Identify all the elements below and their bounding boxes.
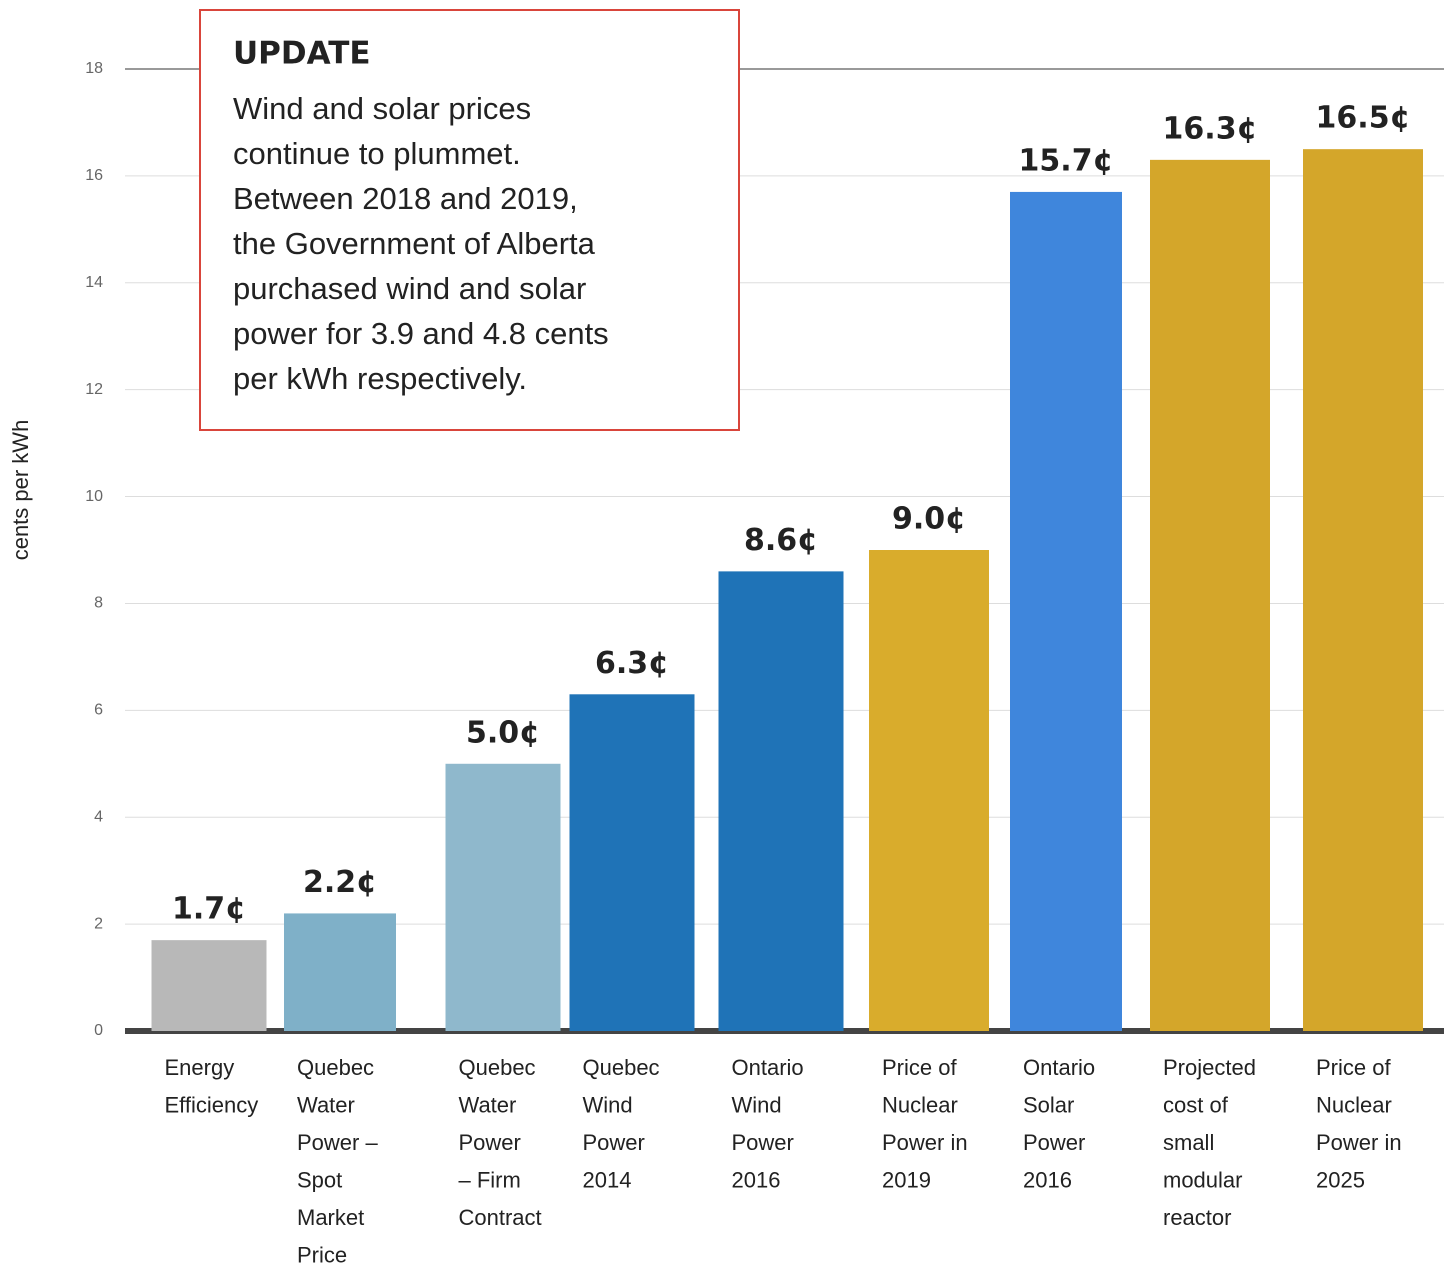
x-tick-label: Contract — [459, 1205, 542, 1230]
x-tick-label: Nuclear — [1316, 1092, 1392, 1117]
x-tick-label: Market — [297, 1205, 364, 1230]
bar — [569, 694, 695, 1031]
y-tick-label: 10 — [85, 488, 103, 505]
x-tick-label: 2016 — [732, 1167, 781, 1192]
y-tick-label: 8 — [94, 595, 103, 612]
x-tick-label: Price of — [882, 1055, 957, 1080]
value-label: 2.2¢ — [303, 865, 377, 900]
x-tick-label: Power in — [882, 1130, 968, 1155]
x-tick-label: Wind — [583, 1092, 633, 1117]
annotation-box — [199, 9, 740, 431]
bar — [1303, 149, 1423, 1031]
bar — [445, 763, 561, 1031]
x-tick-label: Quebec — [459, 1055, 536, 1080]
x-tick-label: Water — [459, 1092, 517, 1117]
annotation-text: the Government of Alberta — [233, 226, 596, 261]
value-label: 9.0¢ — [892, 502, 966, 537]
x-tick-label: small — [1163, 1130, 1214, 1155]
bar — [1150, 159, 1270, 1031]
value-label: 15.7¢ — [1019, 143, 1114, 178]
annotation-text: power for 3.9 and 4.8 cents — [233, 316, 609, 351]
x-tick-label: Projected — [1163, 1055, 1256, 1080]
x-tick-label: Solar — [1023, 1092, 1074, 1117]
x-tick-label: Water — [297, 1092, 355, 1117]
value-label: 1.7¢ — [172, 892, 246, 927]
x-tick-label: Ontario — [732, 1055, 804, 1080]
value-label: 8.6¢ — [744, 523, 818, 558]
y-tick-label: 14 — [85, 274, 103, 291]
x-tick-label: 2019 — [882, 1167, 931, 1192]
x-tick-label: Power — [1023, 1130, 1085, 1155]
y-tick-label: 4 — [94, 808, 103, 825]
annotation-text: Between 2018 and 2019, — [233, 181, 578, 216]
x-tick-label: Power in — [1316, 1130, 1402, 1155]
x-tick-label: Price of — [1316, 1055, 1391, 1080]
y-tick-label: 18 — [85, 60, 103, 77]
value-label: 6.3¢ — [595, 646, 669, 681]
bar — [718, 571, 844, 1031]
x-tick-label: Wind — [732, 1092, 782, 1117]
bar — [1010, 191, 1122, 1031]
bar — [151, 940, 267, 1031]
value-label: 5.0¢ — [466, 715, 540, 750]
y-tick-label: 16 — [85, 167, 103, 184]
x-tick-label: Nuclear — [882, 1092, 958, 1117]
x-tick-label: 2025 — [1316, 1167, 1365, 1192]
x-tick-label: Power — [459, 1130, 521, 1155]
x-tick-label: Power – — [297, 1130, 378, 1155]
x-tick-label: reactor — [1163, 1205, 1231, 1230]
x-tick-label: cost of — [1163, 1092, 1229, 1117]
x-tick-label: Spot — [297, 1167, 342, 1192]
bar — [869, 550, 989, 1031]
annotation-text: Wind and solar prices — [233, 91, 531, 126]
annotation-text: continue to plummet. — [233, 136, 521, 171]
x-tick-label: Ontario — [1023, 1055, 1095, 1080]
x-tick-label: 2014 — [583, 1167, 632, 1192]
value-label: 16.5¢ — [1316, 101, 1411, 136]
x-tick-label: Price — [297, 1242, 347, 1266]
x-tick-label: 2016 — [1023, 1167, 1072, 1192]
value-label: 16.3¢ — [1163, 111, 1258, 146]
bar — [284, 913, 396, 1031]
x-tick-label: – Firm — [459, 1167, 521, 1192]
annotation-title: UPDATE — [233, 36, 371, 72]
x-tick-label: modular — [1163, 1167, 1242, 1192]
y-tick-label: 12 — [85, 381, 103, 398]
y-tick-label: 0 — [94, 1022, 103, 1039]
x-tick-label: Quebec — [583, 1055, 660, 1080]
y-tick-label: 6 — [94, 702, 103, 719]
x-tick-label: Quebec — [297, 1055, 374, 1080]
annotation-text: purchased wind and solar — [233, 271, 586, 306]
annotation-text: per kWh respectively. — [233, 361, 527, 396]
x-tick-label: Energy — [165, 1055, 235, 1080]
x-tick-label: Power — [732, 1130, 794, 1155]
y-tick-label: 2 — [94, 915, 103, 932]
y-axis-label: cents per kWh — [8, 420, 33, 561]
x-tick-label: Power — [583, 1130, 645, 1155]
x-tick-label: Efficiency — [165, 1092, 259, 1117]
